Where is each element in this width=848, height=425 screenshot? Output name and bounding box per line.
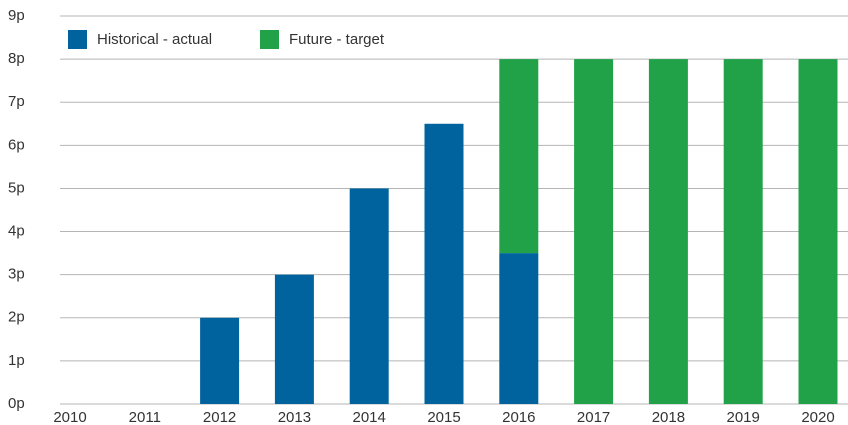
x-tick-label: 2020 bbox=[801, 409, 834, 425]
y-tick-label: 8p bbox=[8, 50, 25, 67]
x-tick-label: 2018 bbox=[652, 409, 685, 425]
bar bbox=[274, 274, 314, 404]
y-tick-label: 3p bbox=[8, 266, 25, 283]
bar bbox=[499, 253, 539, 404]
bar bbox=[574, 59, 614, 404]
y-tick-label: 9p bbox=[8, 7, 25, 24]
bar bbox=[349, 188, 389, 404]
legend-swatch bbox=[260, 30, 279, 49]
y-tick-label: 0p bbox=[8, 395, 25, 412]
y-tick-label: 5p bbox=[8, 179, 25, 196]
x-tick-label: 2010 bbox=[53, 409, 86, 425]
bar bbox=[723, 59, 763, 404]
legend-swatch bbox=[68, 30, 87, 49]
x-tick-label: 2011 bbox=[129, 409, 161, 425]
bar bbox=[798, 59, 838, 404]
y-tick-label: 1p bbox=[8, 352, 25, 369]
bar bbox=[200, 317, 240, 404]
bar bbox=[499, 59, 539, 254]
x-tick-label: 2014 bbox=[353, 409, 386, 425]
x-tick-label: 2017 bbox=[577, 409, 610, 425]
y-tick-label: 7p bbox=[8, 93, 25, 110]
legend-label: Future - target bbox=[289, 31, 385, 48]
x-tick-label: 2015 bbox=[427, 409, 460, 425]
bar bbox=[424, 123, 464, 405]
y-tick-label: 2p bbox=[8, 309, 25, 326]
y-tick-label: 6p bbox=[8, 136, 25, 153]
legend-label: Historical - actual bbox=[97, 31, 212, 48]
x-tick-label: 2016 bbox=[502, 409, 535, 425]
x-tick-label: 2012 bbox=[203, 409, 236, 425]
bar bbox=[648, 59, 688, 404]
x-tick-label: 2013 bbox=[278, 409, 311, 425]
y-tick-label: 4p bbox=[8, 223, 25, 240]
x-tick-label: 2019 bbox=[727, 409, 760, 425]
